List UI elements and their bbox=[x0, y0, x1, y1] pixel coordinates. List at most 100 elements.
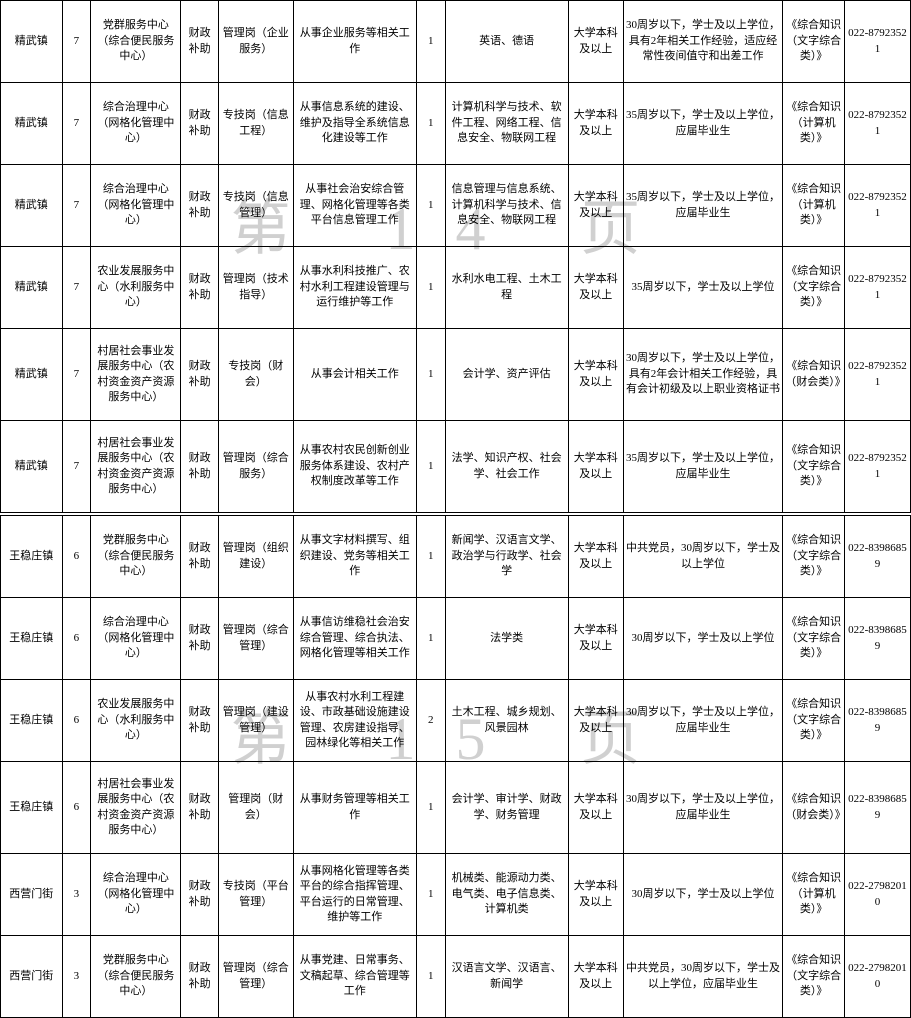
cell-duty: 从事信息系统的建设、维护及指导全系统信息化建设等工作 bbox=[293, 83, 416, 165]
cell-major: 会计学、审计学、财政学、财务管理 bbox=[445, 762, 568, 854]
cell-duty: 从事农村水利工程建设、市政基础设施建设管理、农房建设指导、园林绿化等相关工作 bbox=[293, 680, 416, 762]
cell-position: 管理岗（建设管理） bbox=[218, 680, 293, 762]
cell-exam: 《综合知识（计算机类）》 bbox=[783, 854, 845, 936]
cell-edu: 大学本科及以上 bbox=[568, 165, 623, 247]
cell-count: 1 bbox=[416, 936, 445, 1018]
cell-req: 30周岁以下，学士及以上学位，应届毕业生 bbox=[623, 762, 783, 854]
cell-duty: 从事社会治安综合管理、网格化管理等各类平台信息管理工作 bbox=[293, 165, 416, 247]
cell-phone: 022-83986859 bbox=[844, 598, 910, 680]
cell-exam: 《综合知识（财会类）》 bbox=[783, 329, 845, 421]
cell-subsidy: 财政补助 bbox=[181, 1, 218, 83]
cell-major: 法学类 bbox=[445, 598, 568, 680]
cell-duty: 从事文字材料撰写、组织建设、党务等相关工作 bbox=[293, 516, 416, 598]
cell-major: 信息管理与信息系统、计算机科学与技术、信息安全、物联网工程 bbox=[445, 165, 568, 247]
table-row: 西营门街3党群服务中心（综合便民服务中心）财政补助管理岗（综合管理）从事党建、日… bbox=[1, 936, 911, 1018]
cell-duty: 从事企业服务等相关工作 bbox=[293, 1, 416, 83]
cell-count: 1 bbox=[416, 83, 445, 165]
table-row: 西营门街3综合治理中心（网格化管理中心）财政补助专技岗（平台管理）从事网格化管理… bbox=[1, 854, 911, 936]
table-row: 精武镇7村居社会事业发展服务中心（农村资金资产资源服务中心）财政补助管理岗（综合… bbox=[1, 421, 911, 513]
cell-count: 1 bbox=[416, 329, 445, 421]
cell-subsidy: 财政补助 bbox=[181, 854, 218, 936]
cell-req: 中共党员，30周岁以下，学士及以上学位，应届毕业生 bbox=[623, 936, 783, 1018]
cell-exam: 《综合知识（文字综合类）》 bbox=[783, 516, 845, 598]
cell-major: 汉语言文学、汉语言、新闻学 bbox=[445, 936, 568, 1018]
cell-exam: 《综合知识（文字综合类）》 bbox=[783, 421, 845, 513]
cell-phone: 022-27982010 bbox=[844, 854, 910, 936]
cell-major: 法学、知识产权、社会学、社会工作 bbox=[445, 421, 568, 513]
cell-subsidy: 财政补助 bbox=[181, 83, 218, 165]
cell-count: 1 bbox=[416, 421, 445, 513]
cell-exam: 《综合知识（计算机类）》 bbox=[783, 83, 845, 165]
cell-count: 1 bbox=[416, 854, 445, 936]
cell-exam: 《综合知识（文字综合类）》 bbox=[783, 1, 845, 83]
table-row: 精武镇7综合治理中心（网格化管理中心）财政补助专技岗（信息管理）从事社会治安综合… bbox=[1, 165, 911, 247]
cell-position: 管理岗（组织建设） bbox=[218, 516, 293, 598]
table-row: 精武镇7村居社会事业发展服务中心（农村资金资产资源服务中心）财政补助专技岗（财会… bbox=[1, 329, 911, 421]
cell-edu: 大学本科及以上 bbox=[568, 1, 623, 83]
cell-exam: 《综合知识（文字综合类）》 bbox=[783, 598, 845, 680]
cell-subsidy: 财政补助 bbox=[181, 247, 218, 329]
cell-edu: 大学本科及以上 bbox=[568, 936, 623, 1018]
cell-phone: 022-27982010 bbox=[844, 936, 910, 1018]
cell-position: 专技岗（财会） bbox=[218, 329, 293, 421]
cell-req: 30周岁以下，学士及以上学位 bbox=[623, 854, 783, 936]
cell-center: 党群服务中心（综合便民服务中心） bbox=[91, 1, 181, 83]
table-row: 王稳庄镇6农业发展服务中心（水利服务中心）财政补助管理岗（建设管理）从事农村水利… bbox=[1, 680, 911, 762]
cell-count: 1 bbox=[416, 762, 445, 854]
cell-town: 精武镇 bbox=[1, 83, 63, 165]
cell-position: 管理岗（企业服务） bbox=[218, 1, 293, 83]
cell-num: 7 bbox=[62, 329, 91, 421]
cell-exam: 《综合知识（文字综合类）》 bbox=[783, 247, 845, 329]
cell-num: 6 bbox=[62, 516, 91, 598]
cell-subsidy: 财政补助 bbox=[181, 936, 218, 1018]
cell-num: 6 bbox=[62, 680, 91, 762]
cell-major: 新闻学、汉语言文学、政治学与行政学、社会学 bbox=[445, 516, 568, 598]
cell-subsidy: 财政补助 bbox=[181, 421, 218, 513]
cell-town: 王稳庄镇 bbox=[1, 680, 63, 762]
table-row: 王稳庄镇6综合治理中心（网格化管理中心）财政补助管理岗（综合管理）从事信访维稳社… bbox=[1, 598, 911, 680]
cell-subsidy: 财政补助 bbox=[181, 516, 218, 598]
cell-position: 管理岗（财会） bbox=[218, 762, 293, 854]
cell-center: 村居社会事业发展服务中心（农村资金资产资源服务中心） bbox=[91, 329, 181, 421]
cell-town: 王稳庄镇 bbox=[1, 762, 63, 854]
cell-req: 30周岁以下，学士及以上学位，具有2年会计相关工作经验，具有会计初级及以上职业资… bbox=[623, 329, 783, 421]
recruitment-table: 精武镇7党群服务中心（综合便民服务中心）财政补助管理岗（企业服务）从事企业服务等… bbox=[0, 0, 911, 1018]
cell-edu: 大学本科及以上 bbox=[568, 762, 623, 854]
cell-major: 土木工程、城乡规划、风景园林 bbox=[445, 680, 568, 762]
cell-phone: 022-83986859 bbox=[844, 680, 910, 762]
cell-town: 西营门街 bbox=[1, 854, 63, 936]
cell-position: 管理岗（综合服务） bbox=[218, 421, 293, 513]
cell-phone: 022-83986859 bbox=[844, 762, 910, 854]
cell-center: 综合治理中心（网格化管理中心） bbox=[91, 165, 181, 247]
cell-center: 党群服务中心（综合便民服务中心） bbox=[91, 516, 181, 598]
cell-num: 7 bbox=[62, 421, 91, 513]
cell-position: 专技岗（平台管理） bbox=[218, 854, 293, 936]
cell-num: 7 bbox=[62, 247, 91, 329]
cell-req: 中共党员，30周岁以下，学士及以上学位 bbox=[623, 516, 783, 598]
cell-duty: 从事财务管理等相关工作 bbox=[293, 762, 416, 854]
cell-req: 35周岁以下，学士及以上学位 bbox=[623, 247, 783, 329]
cell-count: 1 bbox=[416, 1, 445, 83]
cell-position: 管理岗（综合管理） bbox=[218, 598, 293, 680]
cell-subsidy: 财政补助 bbox=[181, 762, 218, 854]
cell-req: 35周岁以下，学士及以上学位，应届毕业生 bbox=[623, 421, 783, 513]
cell-town: 精武镇 bbox=[1, 421, 63, 513]
cell-subsidy: 财政补助 bbox=[181, 329, 218, 421]
cell-subsidy: 财政补助 bbox=[181, 165, 218, 247]
cell-position: 专技岗（信息工程） bbox=[218, 83, 293, 165]
cell-duty: 从事会计相关工作 bbox=[293, 329, 416, 421]
cell-duty: 从事信访维稳社会治安综合管理、综合执法、网格化管理等相关工作 bbox=[293, 598, 416, 680]
cell-town: 精武镇 bbox=[1, 165, 63, 247]
cell-req: 30周岁以下，学士及以上学位，应届毕业生 bbox=[623, 680, 783, 762]
page-container: 第 14 页 第 15 页 精武镇7党群服务中心（综合便民服务中心）财政补助管理… bbox=[0, 0, 911, 1018]
cell-num: 3 bbox=[62, 936, 91, 1018]
cell-town: 精武镇 bbox=[1, 247, 63, 329]
cell-major: 计算机科学与技术、软件工程、网络工程、信息安全、物联网工程 bbox=[445, 83, 568, 165]
cell-count: 1 bbox=[416, 165, 445, 247]
cell-num: 7 bbox=[62, 83, 91, 165]
cell-position: 专技岗（信息管理） bbox=[218, 165, 293, 247]
cell-major: 英语、德语 bbox=[445, 1, 568, 83]
cell-edu: 大学本科及以上 bbox=[568, 421, 623, 513]
cell-count: 1 bbox=[416, 247, 445, 329]
cell-center: 村居社会事业发展服务中心（农村资金资产资源服务中心） bbox=[91, 421, 181, 513]
